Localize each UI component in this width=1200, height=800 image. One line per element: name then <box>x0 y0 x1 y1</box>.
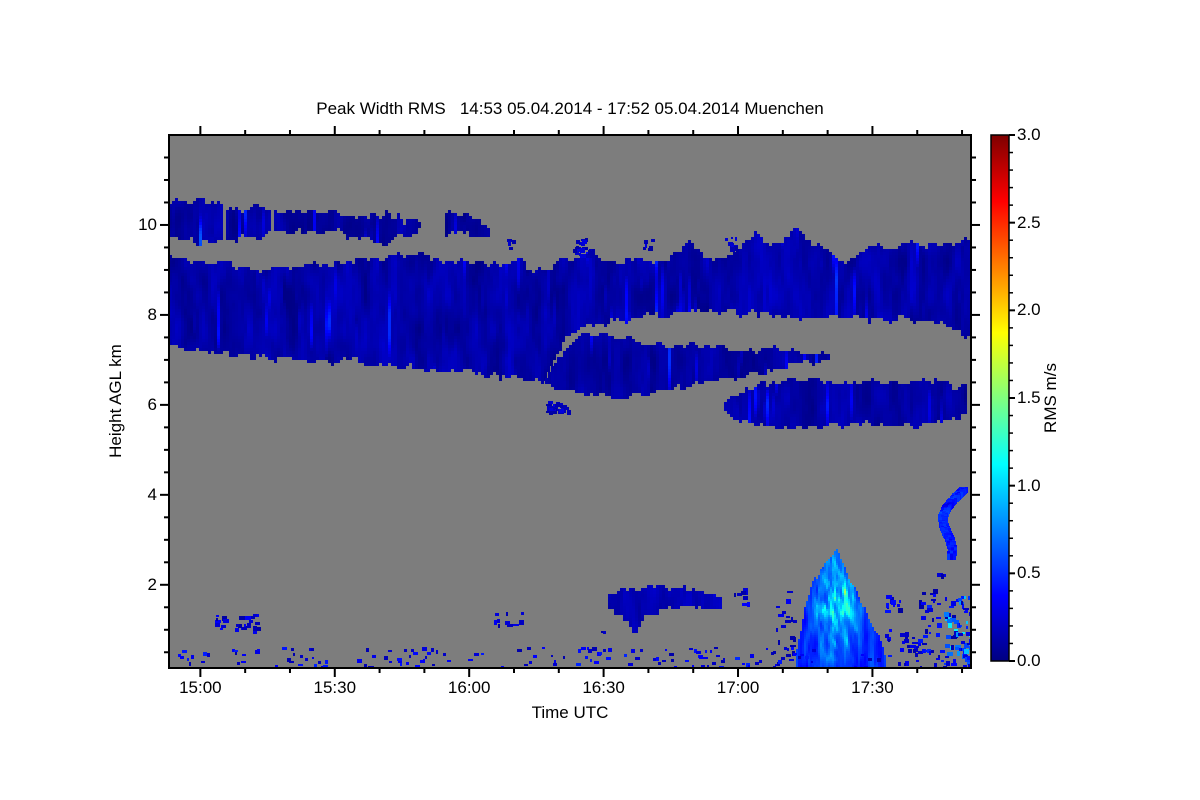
colorbar-gradient <box>991 135 1009 661</box>
colorbar-tick-label: 3.0 <box>1017 125 1041 144</box>
y-tick-label: 6 <box>147 394 157 414</box>
x-tick-label: 16:30 <box>582 678 625 697</box>
colorbar-tick-label: 1.5 <box>1017 388 1041 407</box>
x-tick-label: 17:00 <box>716 678 760 697</box>
y-tick-label: 8 <box>147 304 157 324</box>
colorbar-tick-label: 1.0 <box>1017 475 1041 495</box>
y-tick-label: 2 <box>147 574 157 594</box>
heatmap-canvas <box>169 135 971 668</box>
frame <box>990 134 1010 662</box>
colorbar-tick-label: 0.5 <box>1017 563 1041 583</box>
colorbar-label: RMS m/s <box>1041 363 1060 433</box>
x-tick-label: 17:30 <box>851 678 894 697</box>
y-axis-label: Height AGL km <box>106 344 125 458</box>
colorbar-tick-label: 2.5 <box>1017 212 1041 232</box>
colorbar-tick-label: 0.0 <box>1017 651 1041 670</box>
x-tick-label: 16:00 <box>447 678 491 697</box>
x-tick-label: 15:30 <box>313 678 357 697</box>
y-tick-label: 4 <box>147 484 157 504</box>
chart-title: Peak Width RMS 14:53 05.04.2014 - 17:52 … <box>316 99 824 118</box>
frame <box>168 134 972 669</box>
x-axis-label: Time UTC <box>531 703 609 722</box>
colorbar-tick-label: 2.0 <box>1017 300 1041 320</box>
y-tick-label: 10 <box>138 214 157 234</box>
x-tick-label: 15:00 <box>179 678 222 697</box>
